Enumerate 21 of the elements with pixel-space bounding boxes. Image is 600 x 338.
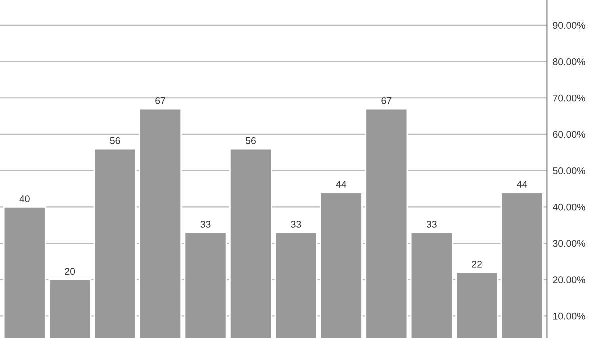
data-label: 67 — [156, 97, 166, 104]
data-label: 67 — [382, 97, 392, 104]
data-label: 33 — [291, 221, 302, 228]
y-tick-label: 10.00% — [553, 312, 586, 320]
y-tick-label: 30.00% — [553, 240, 586, 248]
y-tick-label: 20.00% — [553, 276, 586, 284]
y-tick-label: 50.00% — [553, 168, 586, 174]
data-label: 33 — [426, 221, 437, 228]
data-label: 33 — [200, 221, 211, 228]
data-label: 44 — [517, 181, 528, 188]
data-label: 40 — [20, 196, 30, 202]
y-tick-label: 90.00% — [553, 22, 586, 30]
data-label: 44 — [336, 181, 347, 188]
data-label: 22 — [472, 260, 482, 268]
y-tick-label: 70.00% — [553, 94, 586, 102]
data-label: 20 — [65, 268, 76, 276]
y-tick-label: 40.00% — [552, 204, 586, 211]
y-tick-label: 80.00% — [553, 58, 586, 66]
data-label: 56 — [246, 137, 256, 144]
y-tick-label: 60.00% — [553, 131, 586, 138]
data-label: 56 — [110, 137, 120, 144]
